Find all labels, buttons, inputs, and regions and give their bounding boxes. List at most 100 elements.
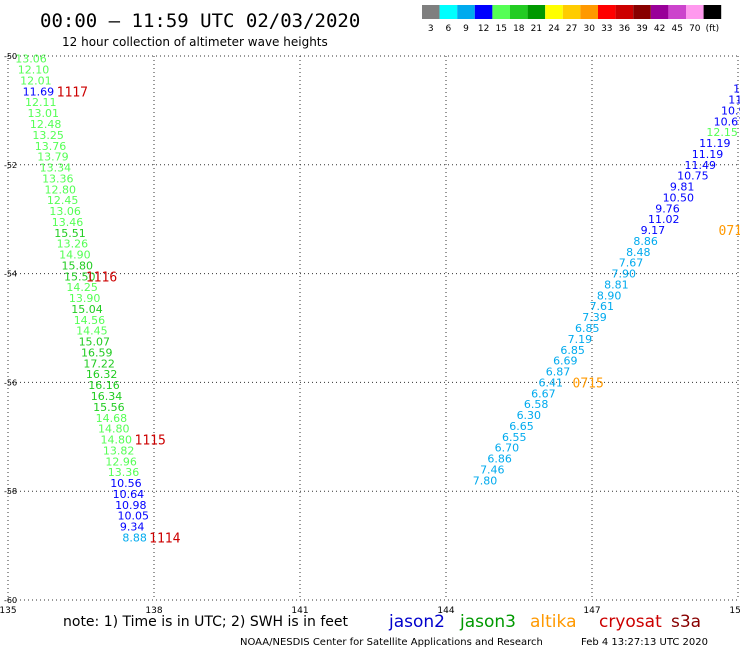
x-tick-label: 150	[729, 606, 740, 616]
color-scale-label: 33	[601, 24, 612, 34]
wave-height-point: 13.26	[57, 238, 89, 251]
wave-height-point: 13.76	[35, 140, 66, 153]
wave-height-point: 13.90	[69, 292, 101, 305]
color-swatch	[598, 5, 616, 19]
color-swatch	[580, 5, 598, 19]
wave-height-point: 10.64	[113, 488, 145, 501]
wave-height-point: 10.05	[118, 510, 150, 523]
wave-height-point: 13.46	[52, 216, 84, 229]
wave-height-point: 15.07	[79, 336, 111, 349]
wave-height-point: 6.70	[495, 442, 519, 455]
color-scale-legend: 3 6 9 12 15 18 21 24 27 30 33 36 39 42 45 70 (ft)	[422, 5, 722, 34]
color-scale-label: 45	[671, 24, 682, 34]
wave-height-point: 9.81	[670, 181, 695, 194]
color-scale-label: 42	[654, 24, 665, 34]
mission-legend: jason2 jason3 altika cryosat s3a	[388, 612, 701, 632]
wave-height-point: 17.22	[83, 357, 115, 370]
axis-ticks: 135 138 141 144 147 150 -50 -52 -54 -56 -58 -60	[0, 52, 740, 616]
wave-height-point: 1	[733, 83, 740, 96]
wave-height-point: 14.80	[98, 423, 129, 436]
wave-height-point: 6.86	[487, 453, 512, 466]
wave-height-point: 16.59	[81, 346, 113, 359]
wave-height-point: 6.87	[546, 366, 571, 379]
wave-height-point: 6.85	[560, 344, 585, 357]
chart-subtitle: 12 hour collection of altimeter wave hei…	[62, 35, 328, 49]
wave-height-point: 12.48	[30, 118, 62, 131]
wave-height-point: 7.19	[568, 333, 593, 346]
wave-height-point: 13.06	[49, 205, 81, 218]
wave-height-point: 13.36	[42, 172, 74, 185]
color-swatch	[422, 5, 440, 19]
color-scale-label: 9	[463, 24, 469, 34]
wave-height-point: 16.32	[86, 368, 118, 381]
color-swatch	[510, 5, 528, 19]
wave-height-point: 11	[728, 94, 740, 107]
wave-height-point: 7.39	[582, 311, 607, 324]
time-label: 1116	[86, 270, 117, 285]
color-scale-label: 39	[636, 24, 648, 34]
wave-height-point: 13.01	[27, 107, 59, 120]
data-points: 13.0612.1012.0111.6912.1113.0112.4813.25…	[15, 53, 740, 545]
mission-altika: altika	[530, 612, 577, 632]
color-scale-label: 15	[495, 24, 506, 34]
time-label: 0715	[573, 376, 604, 391]
wave-height-point: 6.30	[517, 409, 542, 422]
wave-height-point: 7.46	[480, 463, 505, 476]
color-swatch	[492, 5, 510, 19]
color-scale-label: 24	[548, 24, 560, 34]
time-label: 1115	[135, 434, 166, 449]
wave-height-point: 7.67	[619, 257, 644, 270]
wave-height-point: 6.58	[524, 398, 549, 411]
color-swatch	[633, 5, 651, 19]
wave-height-point: 12.11	[25, 96, 57, 109]
time-labels: 1117 1116 1115 1114 0714 0715	[57, 85, 740, 546]
y-tick-label: -58	[4, 487, 17, 496]
wave-height-point: 12.15	[706, 126, 738, 139]
time-label: 1114	[149, 531, 180, 546]
wave-height-point: 8.48	[626, 246, 651, 259]
color-swatch	[439, 5, 458, 19]
wave-height-point: 13.82	[103, 444, 134, 457]
wave-height-point: 7.80	[473, 474, 498, 487]
wave-height-point: 15.80	[62, 259, 94, 272]
wave-height-point: 11.49	[684, 159, 716, 172]
color-scale-label: 3	[428, 24, 434, 34]
footer-note: note: 1) Time is in UTC; 2) SWH is in fe…	[63, 614, 349, 630]
y-tick-label: -52	[4, 161, 17, 170]
wave-height-point: 10.50	[663, 191, 695, 204]
color-scale-label: (ft)	[706, 24, 720, 34]
color-scale-label: 70	[689, 24, 701, 34]
footer-credit: NOAA/NESDIS Center for Satellite Applica…	[240, 637, 543, 648]
wave-height-point: 9.17	[641, 224, 666, 237]
y-tick-label: -50	[4, 52, 17, 61]
wave-height-point: 14.90	[59, 249, 91, 262]
y-tick-label: -60	[4, 596, 17, 605]
wave-height-point: 14.68	[96, 412, 128, 425]
y-tick-label: -54	[4, 270, 17, 279]
color-scale-label: 30	[583, 24, 595, 34]
wave-height-point: 6.69	[553, 355, 578, 368]
wave-height-point: 8.90	[597, 289, 622, 302]
x-tick-label: 135	[0, 606, 17, 616]
wave-height-point: 10.9	[721, 104, 740, 117]
wave-height-point: 14.45	[76, 325, 108, 338]
color-swatch	[474, 5, 493, 19]
wave-height-point: 11.69	[23, 85, 54, 98]
wave-height-point: 14.25	[66, 281, 98, 294]
color-swatch	[703, 5, 722, 19]
wave-height-point: 10.67	[714, 115, 740, 128]
wave-height-point: 8.81	[604, 278, 629, 291]
wave-height-point: 15.51	[54, 227, 86, 240]
y-tick-label: -56	[4, 378, 17, 387]
wave-height-point: 10.98	[115, 499, 147, 512]
wave-height-point: 12.80	[45, 183, 77, 196]
color-scale-label: 12	[478, 24, 489, 34]
mission-jason3: jason3	[459, 612, 516, 632]
wave-height-point: 13.06	[15, 53, 47, 66]
wave-height-point: 9.76	[655, 202, 680, 215]
wave-height-point: 11.19	[692, 148, 724, 161]
color-swatch	[650, 5, 669, 19]
x-tick-label: 147	[583, 606, 600, 616]
mission-s3a: s3a	[671, 612, 701, 632]
